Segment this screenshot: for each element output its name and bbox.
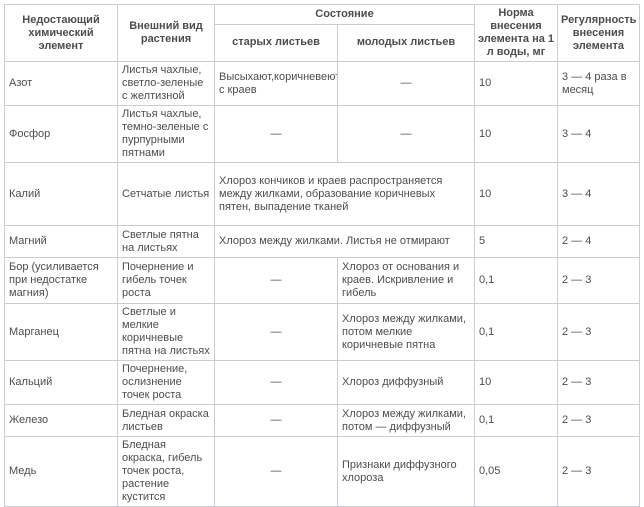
cell-appearance: Светлые и мелкие коричневые пятна на лис… [117, 303, 215, 361]
cell-young-leaves: Хлороз диффузный [337, 360, 475, 405]
cell-element: Магний [4, 225, 118, 258]
table-row: Магний Светлые пятна на листьях Хлороз м… [4, 225, 640, 258]
cell-old-leaves: — [214, 360, 338, 405]
cell-norm: 10 [474, 105, 558, 163]
cell-element: Калий [4, 162, 118, 226]
page: Недостающий химический элемент Внешний в… [4, 4, 640, 507]
header-condition-young: молодых листьев [337, 23, 475, 63]
nutrient-deficiency-table: Недостающий химический элемент Внешний в… [4, 4, 640, 507]
cell-element: Марганец [4, 303, 118, 361]
cell-regularity: 3 — 4 [557, 162, 640, 226]
table-row: Калий Сетчатые листья Хлороз кончиков и … [4, 162, 640, 226]
cell-regularity: 2 — 3 [557, 257, 640, 304]
cell-young-leaves: Хлороз между жилками, потом мелкие корич… [337, 303, 475, 361]
table-row: Марганец Светлые и мелкие коричневые пят… [4, 303, 640, 361]
cell-norm: 0,1 [474, 257, 558, 304]
cell-old-leaves: — [214, 404, 338, 437]
cell-old-leaves: — [214, 257, 338, 304]
header-norm: Норма внесения элемента на 1 л воды, мг [474, 4, 558, 62]
cell-appearance: Светлые пятна на листьях [117, 225, 215, 258]
cell-norm: 10 [474, 162, 558, 226]
header-appearance: Внешний вид растения [117, 4, 215, 62]
cell-regularity: 2 — 3 [557, 360, 640, 405]
cell-regularity: 3 — 4 раза в месяц [557, 61, 640, 106]
cell-element: Азот [4, 61, 118, 106]
cell-appearance: Бледная окраска листьев [117, 404, 215, 437]
cell-norm: 0,1 [474, 303, 558, 361]
header-row-top: Недостающий химический элемент Внешний в… [4, 4, 640, 62]
table-row: Бор (усиливается при недостатке магния) … [4, 257, 640, 304]
cell-regularity: 2 — 3 [557, 404, 640, 437]
cell-norm: 0,1 [474, 404, 558, 437]
cell-young-leaves: Хлороз от основания и краев. Искривление… [337, 257, 475, 304]
cell-element: Фосфор [4, 105, 118, 163]
cell-norm: 5 [474, 225, 558, 258]
table-row: Фосфор Листья чахлые, темно-зеленые с пу… [4, 105, 640, 163]
cell-old-leaves: — [214, 436, 338, 507]
table-row: Железо Бледная окраска листьев — Хлороз … [4, 404, 640, 437]
cell-old-leaves: Высыхают,коричневеют с краев [214, 61, 338, 106]
cell-young-leaves: Признаки диффузного хлороза [337, 436, 475, 507]
cell-condition-merged: Хлороз между жилками. Листья не отмирают [214, 225, 475, 258]
cell-norm: 0,05 [474, 436, 558, 507]
table-row: Азот Листья чахлые, светло-зеленые с жел… [4, 61, 640, 106]
header-regularity: Регулярность внесения элемента [557, 4, 640, 62]
cell-regularity: 2 — 3 [557, 436, 640, 507]
cell-element: Железо [4, 404, 118, 437]
cell-norm: 10 [474, 61, 558, 106]
cell-young-leaves: — [337, 61, 475, 106]
cell-old-leaves: — [214, 105, 338, 163]
cell-regularity: 2 — 3 [557, 303, 640, 361]
table-row: Медь Бледная окраска, гибель точек роста… [4, 436, 640, 507]
header-element: Недостающий химический элемент [4, 4, 118, 62]
cell-regularity: 2 — 4 [557, 225, 640, 258]
cell-appearance: Листья чахлые, темно-зеленые с пурпурным… [117, 105, 215, 163]
cell-young-leaves: — [337, 105, 475, 163]
cell-element: Бор (усиливается при недостатке магния) [4, 257, 118, 304]
cell-old-leaves: — [214, 303, 338, 361]
cell-young-leaves: Хлороз между жилками, потом — диффузный [337, 404, 475, 437]
cell-appearance: Почернение, ослизнение точек роста [117, 360, 215, 405]
cell-appearance: Сетчатые листья [117, 162, 215, 226]
cell-appearance: Бледная окраска, гибель точек роста, рас… [117, 436, 215, 507]
cell-element: Медь [4, 436, 118, 507]
cell-regularity: 3 — 4 [557, 105, 640, 163]
cell-appearance: Почернение и гибель точек роста [117, 257, 215, 304]
header-condition: Состояние [214, 4, 475, 25]
cell-condition-merged: Хлороз кончиков и краев распространяется… [214, 162, 475, 226]
table-row: Кальций Почернение, ослизнение точек рос… [4, 360, 640, 405]
header-row-sub: старых листьев молодых листьев [5, 23, 640, 63]
header-condition-old: старых листьев [214, 23, 338, 63]
cell-norm: 10 [474, 360, 558, 405]
cell-appearance: Листья чахлые, светло-зеленые с желтизно… [117, 61, 215, 106]
cell-element: Кальций [4, 360, 118, 405]
